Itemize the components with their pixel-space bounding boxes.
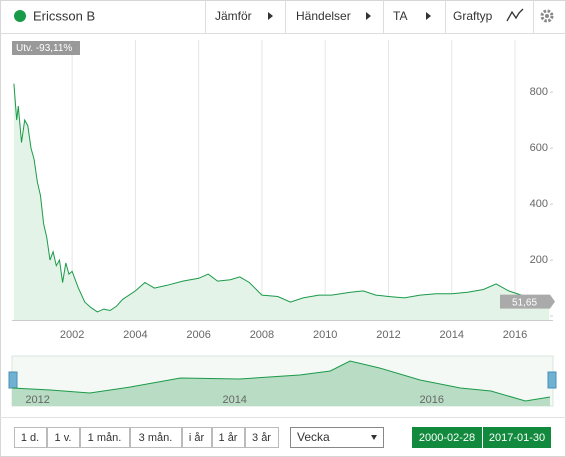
range-button[interactable] — [14, 427, 47, 448]
select-arrow — [371, 435, 377, 440]
area — [12, 361, 551, 406]
area — [13, 83, 550, 320]
menu-arrow — [366, 12, 371, 20]
date-from-box[interactable] — [412, 427, 482, 448]
interval-value: Vecka — [297, 430, 330, 444]
date-from: 2000-02-28 — [419, 432, 475, 444]
date-to: 2017-01-30 — [489, 432, 545, 444]
last-value-label: 51,65 — [512, 297, 537, 308]
menu-ta[interactable]: TA — [393, 9, 407, 23]
utv-label: Utv. -93,11% — [16, 43, 72, 54]
navigator-handle[interactable] — [547, 371, 557, 389]
instrument-title: Ericsson B — [33, 8, 95, 23]
menu-charttype[interactable]: Graftyp — [453, 9, 493, 23]
navigator-tick-label: 2016 — [420, 394, 444, 406]
utv-badge — [12, 41, 80, 55]
range-label: 1 år — [219, 432, 238, 444]
menu-events[interactable]: Händelser — [296, 9, 351, 23]
menu-compare[interactable]: Jämför — [215, 9, 252, 23]
x-tick-label: 2002 — [60, 329, 84, 341]
y-tick-label: 600 — [530, 142, 548, 154]
settings-icon[interactable] — [540, 9, 554, 23]
range-label: 1 v. — [55, 432, 72, 444]
range-label: 1 d. — [21, 432, 39, 444]
price-line — [11, 360, 551, 402]
x-tick-label: 2016 — [503, 329, 527, 341]
range-button[interactable] — [245, 427, 279, 448]
range-button[interactable] — [182, 427, 212, 448]
range-label: 3 mån. — [139, 432, 173, 444]
last-badge — [500, 294, 555, 309]
range-button[interactable] — [47, 427, 80, 448]
range-label: 1 mån. — [88, 432, 122, 444]
x-tick-label: 2012 — [376, 329, 400, 341]
range-label: i år — [189, 432, 205, 444]
x-tick-label: 2006 — [186, 329, 210, 341]
interval-select[interactable] — [290, 427, 384, 448]
x-tick-label: 2008 — [250, 329, 274, 341]
navigator-tick-label: 2012 — [25, 394, 49, 406]
menu-arrow — [426, 12, 431, 20]
date-to-box[interactable] — [483, 427, 551, 448]
chart-type-icon — [506, 8, 524, 22]
y-tick-label: 200 — [530, 254, 548, 266]
range-button[interactable] — [80, 427, 130, 448]
navigator-tick-label: 2014 — [222, 394, 246, 406]
x-tick-label: 2014 — [440, 329, 464, 341]
price-line — [13, 83, 550, 313]
range-label: 3 år — [252, 432, 271, 444]
navigator-handle[interactable] — [8, 371, 18, 389]
range-button[interactable] — [130, 427, 182, 448]
status-dot — [14, 10, 26, 22]
menu-arrow — [268, 12, 273, 20]
x-tick-label: 2004 — [123, 329, 147, 341]
y-tick-label: 400 — [530, 198, 548, 210]
y-tick-label: 800 — [530, 86, 548, 98]
range-button[interactable] — [212, 427, 245, 448]
x-tick-label: 2010 — [313, 329, 337, 341]
separators — [205, 0, 534, 33]
